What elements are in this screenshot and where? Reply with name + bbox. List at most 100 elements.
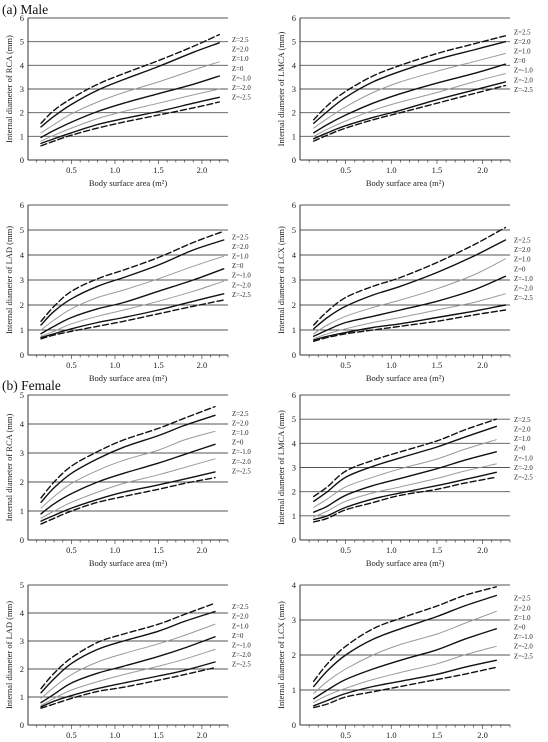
y-tick-label: 5 xyxy=(20,390,24,400)
y-tick-label: 0 xyxy=(20,155,24,165)
y-tick-label: 6 xyxy=(292,13,296,23)
x-tick-label: 0.5 xyxy=(66,545,77,555)
series-label: Z=-2.5 xyxy=(514,87,533,94)
x-axis-label: Body surface area (m²) xyxy=(89,558,167,568)
y-tick-label: 4 xyxy=(292,60,297,70)
series-label: Z=1.0 xyxy=(514,436,531,443)
x-tick-label: 1.0 xyxy=(110,165,121,175)
chart-panel-3: 0 1 2 3 4 5 6 0.5 1.0 1.5 2.0 Body surface area (m²… xyxy=(276,200,533,383)
series-line xyxy=(40,88,220,142)
series-label: Z=2.0 xyxy=(232,614,249,621)
chart-panel-1: 0 1 2 3 4 5 6 0.5 1.0 1.5 2.0 Body surface area (m²… xyxy=(276,13,533,188)
x-tick-label: 1.5 xyxy=(153,360,164,370)
y-tick-label: 1 xyxy=(20,325,24,335)
series-label: Z=2.0 xyxy=(514,426,531,433)
series-label: Z=-1.0 xyxy=(232,449,251,456)
series-line xyxy=(313,309,507,342)
y-tick-label: 3 xyxy=(292,275,296,285)
series-label: Z=2.0 xyxy=(514,605,531,612)
series-label: Z=-2.0 xyxy=(514,644,533,651)
series-label: Z=1.0 xyxy=(232,430,249,437)
y-tick-label: 6 xyxy=(292,200,296,210)
y-tick-label: 1 xyxy=(292,511,296,521)
series-label: Z=1.0 xyxy=(232,56,249,63)
y-tick-label: 4 xyxy=(20,250,25,260)
series-line xyxy=(40,610,216,694)
x-tick-label: 2.0 xyxy=(477,360,488,370)
y-axis-label: Internal diameter of RCA (mm) xyxy=(4,35,14,143)
y-tick-label: 1 xyxy=(292,131,296,141)
x-tick-label: 0.5 xyxy=(66,165,77,175)
section-label-female: (b) Female xyxy=(2,378,61,393)
y-tick-label: 2 xyxy=(20,300,24,310)
series-line xyxy=(40,239,225,326)
chart-panel-4: 0 1 2 3 4 5 0.5 1.0 1.5 2.0 Body surface area (m²)… xyxy=(4,390,251,568)
y-tick-label: 1 xyxy=(20,692,24,702)
y-tick-label: 2 xyxy=(20,477,24,487)
series-line xyxy=(313,439,497,508)
y-tick-label: 0 xyxy=(20,350,24,360)
y-tick-label: 3 xyxy=(20,275,24,285)
series-label: Z=0 xyxy=(232,440,244,447)
series-label: Z=-2.0 xyxy=(514,285,533,292)
series-label: Z=1.0 xyxy=(232,623,249,630)
series-label: Z=2.5 xyxy=(514,237,531,244)
x-tick-label: 2.0 xyxy=(477,545,488,555)
x-tick-label: 2.0 xyxy=(197,545,208,555)
x-tick-label: 2.0 xyxy=(477,165,488,175)
series-label: Z=2.0 xyxy=(232,244,249,251)
y-tick-label: 4 xyxy=(20,608,25,618)
series-label: Z=-2.0 xyxy=(232,85,251,92)
y-tick-label: 3 xyxy=(20,636,24,646)
x-tick-label: 2.0 xyxy=(197,730,208,740)
series-line xyxy=(313,659,497,707)
series-label: Z=-2.0 xyxy=(232,282,251,289)
y-tick-label: 1 xyxy=(20,131,24,141)
series-line xyxy=(40,602,216,690)
series-label: Z=-1.0 xyxy=(232,273,251,280)
series-line xyxy=(313,41,507,124)
x-tick-label: 2.0 xyxy=(477,730,488,740)
y-tick-label: 6 xyxy=(20,200,24,210)
series-line xyxy=(40,405,216,499)
series-label: Z=-2.0 xyxy=(514,77,533,84)
x-tick-label: 1.5 xyxy=(432,165,443,175)
series-line xyxy=(40,255,225,331)
series-label: Z=2.5 xyxy=(514,29,531,36)
chart-panel-2: 0 1 2 3 4 5 6 0.5 1.0 1.5 2.0 Body surface area (m²… xyxy=(4,200,251,383)
series-line xyxy=(40,299,225,340)
series-line xyxy=(40,414,216,503)
series-line xyxy=(313,476,497,523)
series-line xyxy=(40,661,216,708)
series-line xyxy=(40,623,216,699)
series-label: Z=2.0 xyxy=(232,47,249,54)
y-tick-label: 5 xyxy=(292,225,296,235)
series-line xyxy=(313,666,497,709)
y-axis-label: Internal diameter of LAD (mm) xyxy=(4,601,14,709)
series-label: Z=-2.5 xyxy=(514,653,533,660)
x-tick-label: 0.5 xyxy=(340,360,351,370)
series-line xyxy=(313,258,506,335)
y-tick-label: 2 xyxy=(292,487,296,497)
x-tick-label: 1.0 xyxy=(386,730,397,740)
x-axis-label: Body surface area (m²) xyxy=(366,558,444,568)
y-tick-label: 5 xyxy=(292,37,296,47)
series-line xyxy=(313,293,506,340)
series-line xyxy=(40,96,220,145)
series-line xyxy=(313,418,497,498)
x-tick-label: 1.5 xyxy=(432,360,443,370)
series-label: Z=-2.5 xyxy=(514,474,533,481)
y-tick-label: 0 xyxy=(292,155,296,165)
series-line xyxy=(313,239,507,330)
series-label: Z=-1.0 xyxy=(514,68,533,75)
y-tick-label: 0 xyxy=(292,535,296,545)
series-line xyxy=(313,226,507,326)
y-tick-label: 4 xyxy=(292,438,297,448)
series-line xyxy=(313,35,507,121)
series-label: Z=-2.5 xyxy=(514,295,533,302)
y-tick-label: 6 xyxy=(292,390,296,400)
series-line xyxy=(40,101,220,147)
